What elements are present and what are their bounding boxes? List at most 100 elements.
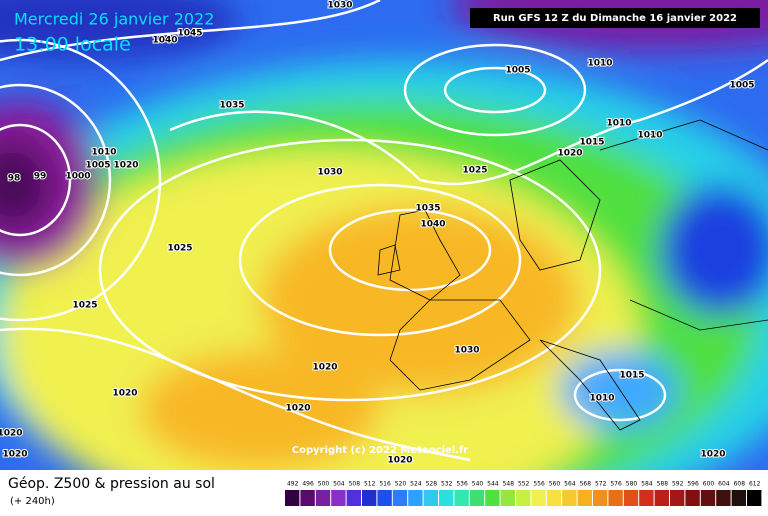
colorbar-label: 584 [641,481,653,488]
colorbar-swatch [392,490,408,506]
colorbar-swatch [716,490,731,506]
colorbar-label: 540 [472,481,484,488]
isobar-label: 1010 [91,148,116,158]
isobar-label: 1005 [729,81,754,91]
colorbar-label: 524 [410,481,422,488]
colorbar-label: 580 [626,481,638,488]
colorbar-swatch [285,490,300,506]
colorbar-swatch [639,490,654,506]
colorbar-swatch [439,490,454,506]
colorbar-label: 516 [379,481,391,488]
isobar-label: 1010 [606,119,631,129]
isobar-label: 1015 [619,371,644,381]
isobar-label: 1020 [0,429,23,439]
colorbar-swatch [700,490,716,506]
colorbar-label: 544 [487,481,499,488]
colorbar-swatch [485,490,500,506]
colorbar-label: 552 [518,481,530,488]
forecast-time: 13:00 locale [14,34,131,56]
colorbar-label: 560 [549,481,561,488]
isobar-labels: 1030104510401005101010051035101010101015… [0,0,756,467]
colorbar-swatch [300,490,315,506]
colorbar-label: 600 [703,481,715,488]
isobar-label: 1020 [387,456,412,466]
isobar-label: 1035 [219,101,244,111]
colorbar-swatch [315,490,331,506]
colorbar-label: 556 [533,481,545,488]
colorbar-swatch [423,490,438,506]
isobar-label: 1010 [637,131,662,141]
colorbar-label: 596 [687,481,699,488]
isobar-label: 1005 [85,161,110,171]
isobar-label: 1025 [462,166,487,176]
isobar-label: 1005 [505,66,530,76]
colorbar-swatch [346,490,361,506]
colorbar-swatch [577,490,592,506]
colorbar-label: 492 [287,481,299,488]
isobar-label: 1025 [72,301,97,311]
run-box [470,8,760,28]
colorbar-label: 512 [364,481,376,488]
colorbar-swatch [454,490,469,506]
isobar-label: 1035 [415,204,440,214]
colorbar-swatch [623,490,639,506]
isobar-label: 1015 [579,138,604,148]
colorbar-label: 500 [318,481,330,488]
isobar-label: 1020 [285,404,310,414]
isobar-label: 1040 [152,36,177,46]
colorbar-label: 564 [564,481,576,488]
copyright: Copyright (c) 2022 Meteociel.fr [292,445,469,456]
colorbar-swatch [331,490,346,506]
colorbar-label: 520 [395,481,407,488]
colorbar: 492 496 500 504 508 512 516 520 524 528 532 536 540 5… [285,481,762,506]
colorbar-label: 604 [718,481,730,488]
isobar-label: 1045 [177,29,202,39]
lead-time: (+ 240h) [10,496,55,507]
isobar-label: 1030 [327,1,352,11]
colorbar-label: 528 [426,481,438,488]
colorbar-swatch [377,490,392,506]
forecast-date: Mercredi 26 janvier 2022 [14,10,214,29]
colorbar-label: 592 [672,481,684,488]
isobar-label: 1020 [113,161,138,171]
isobar-label: 1020 [112,389,137,399]
colorbar-swatch [362,490,377,506]
colorbar-swatch [731,490,746,506]
colorbar-label: 608 [734,481,746,488]
colorbar-label: 508 [349,481,361,488]
isobar-label: 1040 [420,220,445,230]
colorbar-swatch [408,490,423,506]
colorbar-label: 496 [302,481,314,488]
isobars [0,0,768,462]
colorbar-swatch [500,490,515,506]
colorbar-label: 568 [580,481,592,488]
isobar-label: 1030 [317,168,342,178]
colorbar-label: 572 [595,481,607,488]
legend-title: Géop. Z500 & pression au sol [8,476,215,492]
colorbar-label: 548 [503,481,515,488]
colorbar-swatch [685,490,700,506]
colorbar-swatch [531,490,546,506]
colorbar-swatch [469,490,485,506]
colorbar-swatch [608,490,623,506]
isobar-label: 1020 [700,450,725,460]
isobar-label: 1030 [454,346,479,356]
colorbar-label: 576 [610,481,622,488]
isobar-label: 1000 [65,172,90,182]
run-info: Run GFS 12 Z du Dimanche 16 janvier 2022 [493,13,737,24]
colorbar-label: 536 [456,481,468,488]
colorbar-swatch [747,490,762,506]
colorbar-label: 504 [333,481,345,488]
isobar-label: 98 [8,174,21,184]
colorbar-label: 612 [749,481,761,488]
isobar-label: 1020 [312,363,337,373]
colorbar-swatch [593,490,608,506]
colorbar-swatch [562,490,577,506]
isobar-label: 1010 [589,394,614,404]
coastlines [377,119,768,431]
colorbar-label: 532 [441,481,453,488]
colorbar-label: 588 [657,481,669,488]
isobar-label: 1025 [167,244,192,254]
